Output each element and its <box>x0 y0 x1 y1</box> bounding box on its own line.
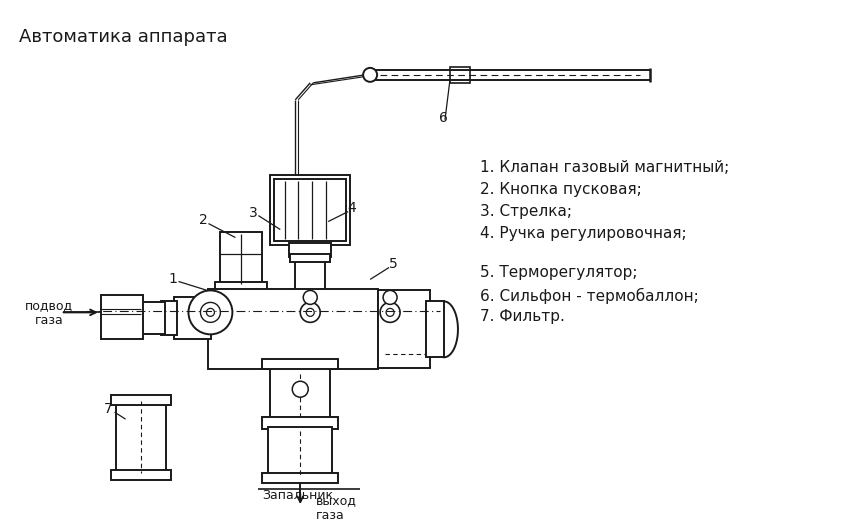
Bar <box>220 232 262 286</box>
Text: 3: 3 <box>249 206 258 219</box>
Circle shape <box>306 308 314 316</box>
Bar <box>262 359 338 369</box>
Text: 7. Фильтр.: 7. Фильтр. <box>480 310 565 324</box>
Bar <box>262 417 338 429</box>
Circle shape <box>304 290 317 304</box>
Bar <box>289 243 331 258</box>
Circle shape <box>300 303 320 322</box>
Circle shape <box>363 68 377 82</box>
Bar <box>270 367 330 422</box>
Text: 4: 4 <box>347 200 357 215</box>
Bar <box>215 282 267 295</box>
Circle shape <box>200 303 220 322</box>
Text: 5: 5 <box>389 258 397 271</box>
Circle shape <box>292 381 308 397</box>
Text: 1. Клапан газовый магнитный;: 1. Клапан газовый магнитный; <box>480 160 729 175</box>
Text: выход
газа: выход газа <box>316 494 357 522</box>
Text: 3. Стрелка;: 3. Стрелка; <box>480 204 572 218</box>
Text: Автоматика аппарата: Автоматика аппарата <box>19 28 227 46</box>
Text: Запальник: Запальник <box>262 489 334 502</box>
Text: 4. Ручка регулировочная;: 4. Ручка регулировочная; <box>480 226 686 241</box>
Bar <box>101 295 143 339</box>
Bar <box>270 175 350 244</box>
Bar <box>295 258 325 310</box>
Bar <box>174 297 212 339</box>
Circle shape <box>380 303 400 322</box>
Text: 5. Терморегулятор;: 5. Терморегулятор; <box>480 266 637 280</box>
Text: 6: 6 <box>439 111 447 125</box>
Bar <box>161 302 176 335</box>
Text: 7: 7 <box>104 402 113 416</box>
Bar <box>274 179 347 241</box>
Bar <box>208 289 378 369</box>
Bar <box>262 473 338 483</box>
Text: 2. Кнопка пусковая;: 2. Кнопка пусковая; <box>480 182 642 197</box>
Circle shape <box>188 290 232 334</box>
Bar <box>111 395 170 405</box>
Bar <box>291 254 330 262</box>
Bar <box>111 470 170 480</box>
Bar <box>268 427 332 477</box>
Circle shape <box>206 308 214 316</box>
Text: 6. Сильфон - термобаллон;: 6. Сильфон - термобаллон; <box>480 287 698 304</box>
Text: 1: 1 <box>168 272 177 286</box>
Circle shape <box>383 290 397 304</box>
Text: 2: 2 <box>199 213 208 226</box>
Bar <box>140 303 164 334</box>
Bar <box>378 290 430 368</box>
Circle shape <box>386 308 394 316</box>
Bar <box>115 399 165 474</box>
Bar <box>450 67 470 83</box>
Bar <box>426 302 444 357</box>
Text: подвод
газа: подвод газа <box>25 299 73 328</box>
